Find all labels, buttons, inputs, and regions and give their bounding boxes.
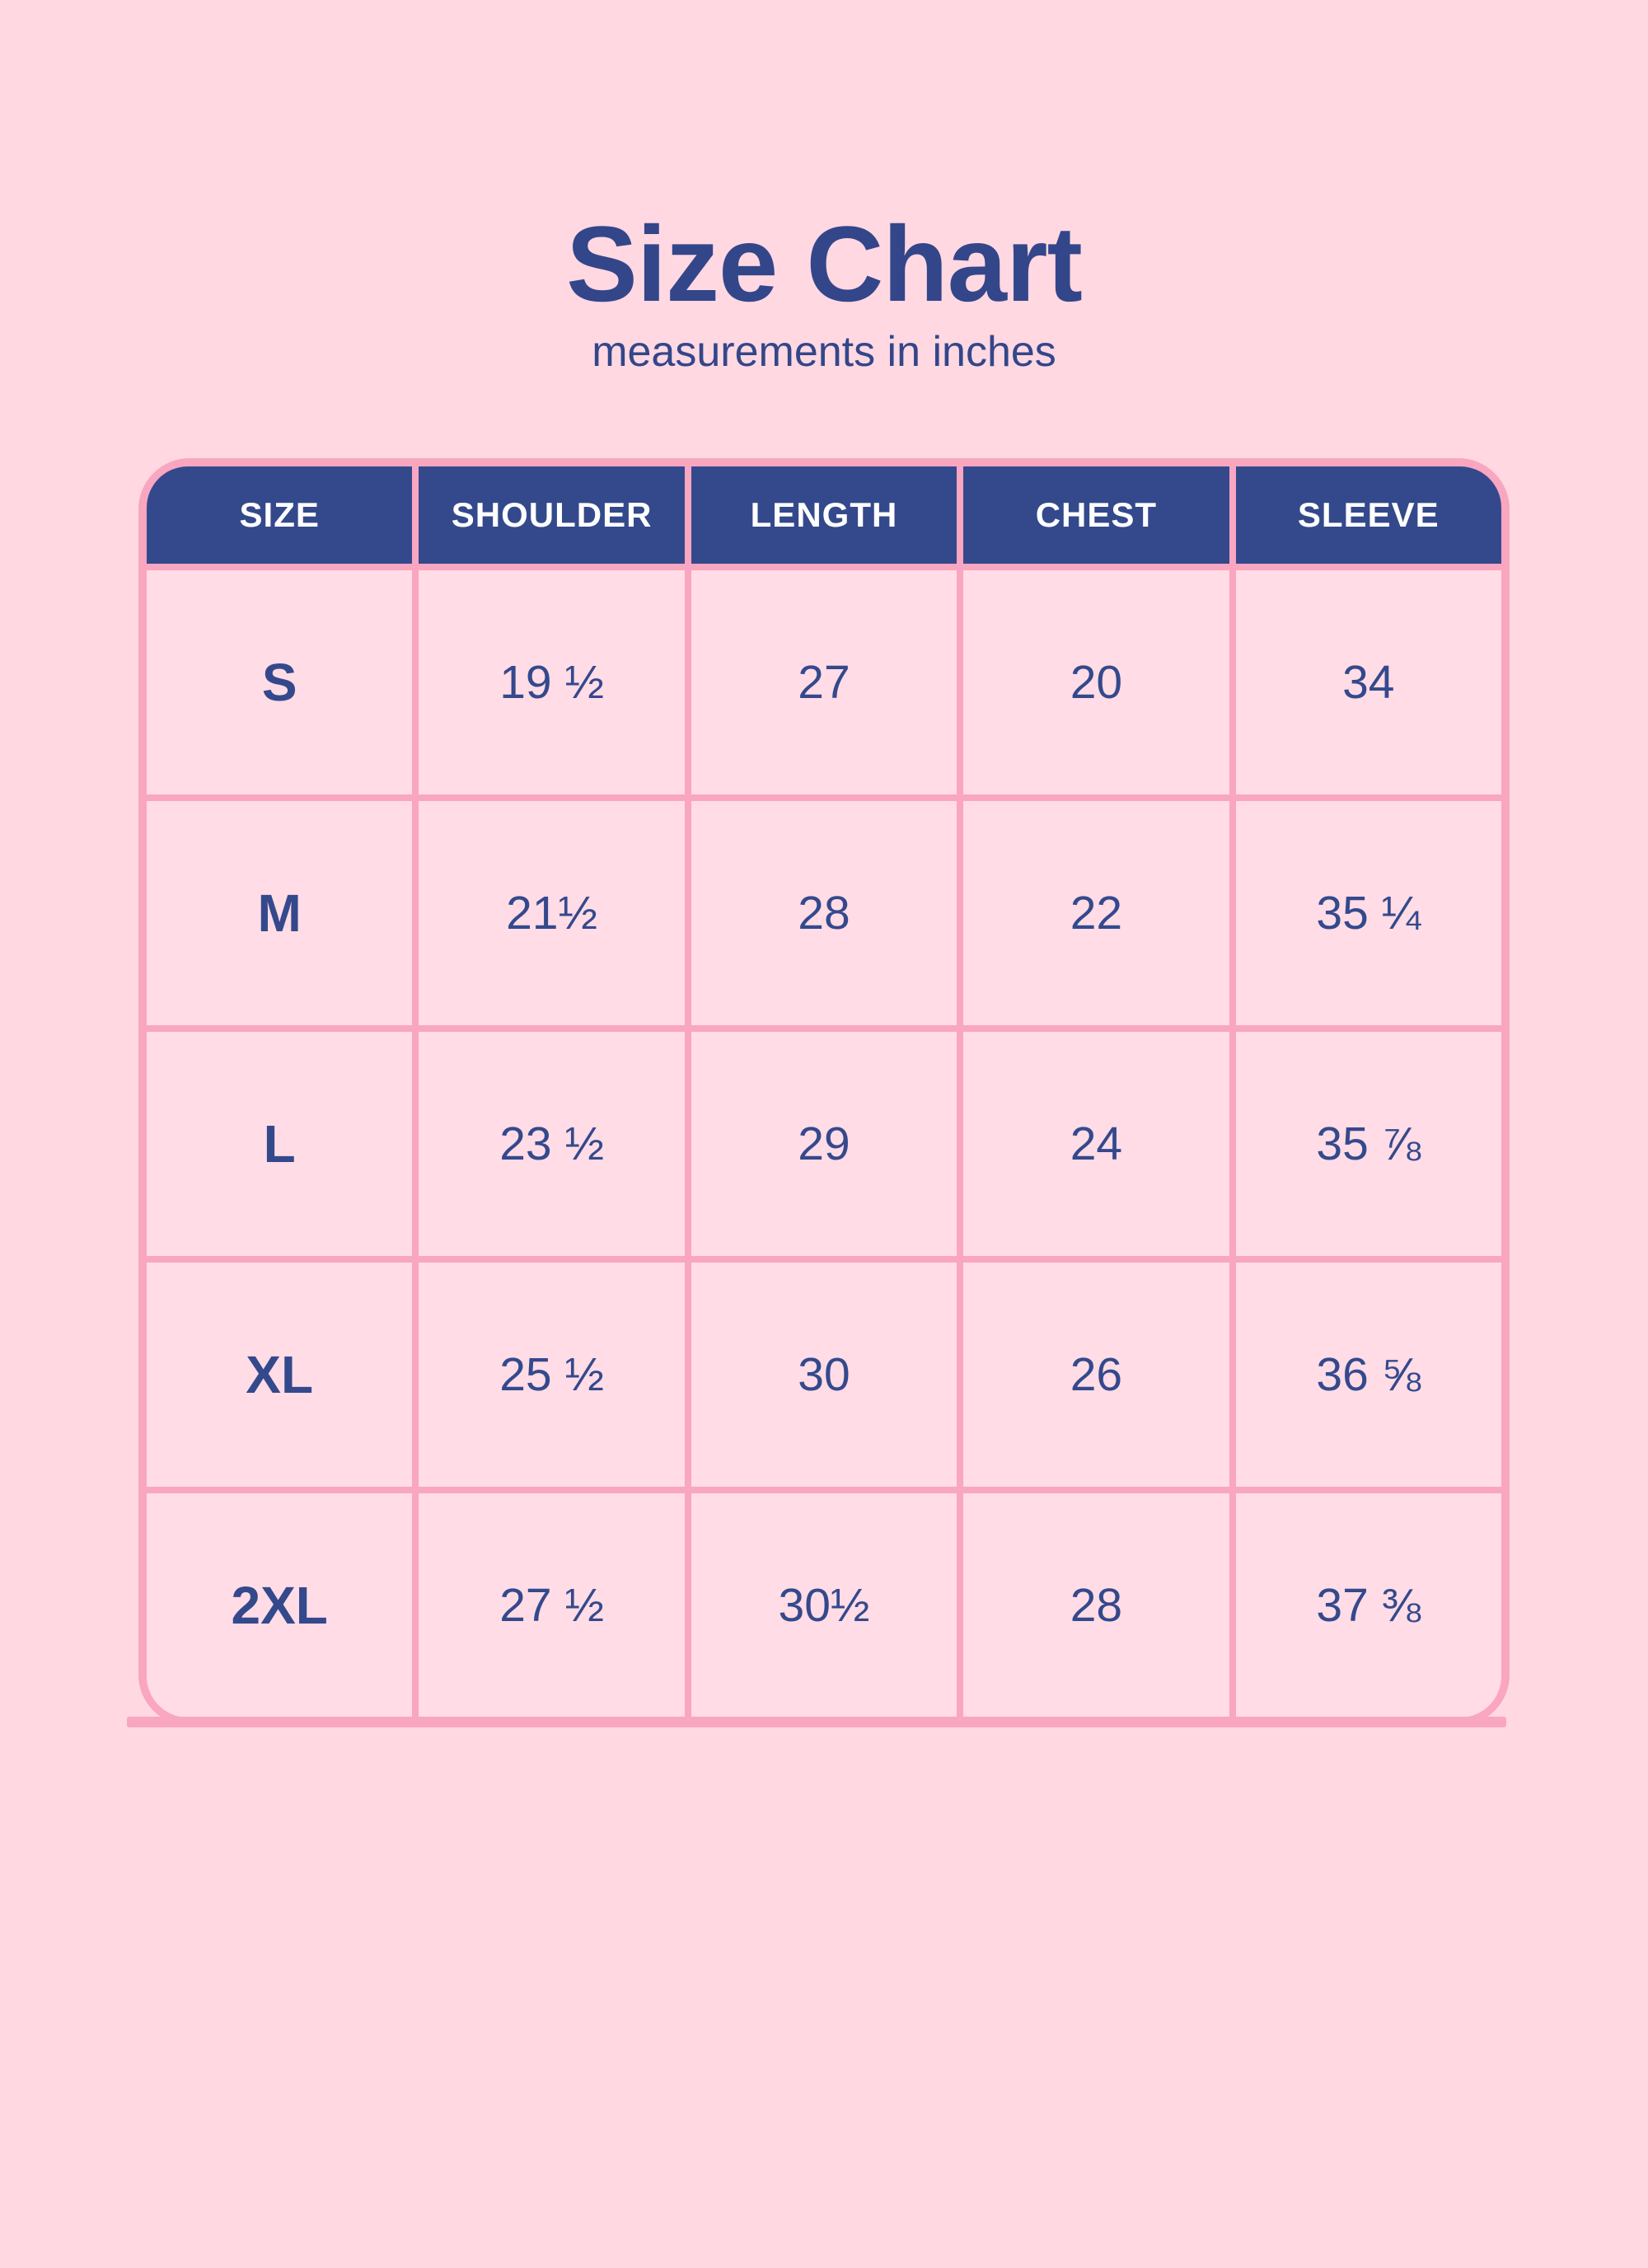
value-cell: 35 ¼: [1235, 800, 1501, 1025]
value-cell: 25 ½: [419, 1262, 685, 1487]
value-cell: 36 ⅝: [1235, 1262, 1501, 1487]
value-cell: 29: [691, 1031, 957, 1256]
value-cell: 30½: [691, 1492, 957, 1717]
value-cell: 28: [691, 800, 957, 1025]
value-cell: 20: [963, 569, 1229, 794]
header-cell-sleeve: SLEEVE: [1235, 466, 1501, 564]
value-cell: 22: [963, 800, 1229, 1025]
size-chart-table: SIZE SHOULDER LENGTH CHEST SLEEVE S 19 ½…: [127, 457, 1510, 1727]
value-cell: 21½: [419, 800, 685, 1025]
value-cell: 27 ½: [419, 1492, 685, 1717]
value-cell: 30: [691, 1262, 957, 1487]
size-cell: M: [147, 800, 413, 1025]
header-cell-length: LENGTH: [691, 466, 957, 564]
page-title: Size Chart: [566, 204, 1083, 324]
page-subtitle: measurements in inches: [592, 327, 1056, 376]
value-cell: 27: [691, 569, 957, 794]
value-cell: 23 ½: [419, 1031, 685, 1256]
size-cell: XL: [147, 1262, 413, 1487]
value-cell: 37 ⅜: [1235, 1492, 1501, 1717]
size-cell: L: [147, 1031, 413, 1256]
value-cell: 24: [963, 1031, 1229, 1256]
header-cell-size: SIZE: [147, 466, 413, 564]
value-cell: 19 ½: [419, 569, 685, 794]
value-cell: 34: [1235, 569, 1501, 794]
value-cell: 35 ⅞: [1235, 1031, 1501, 1256]
size-chart-grid: SIZE SHOULDER LENGTH CHEST SLEEVE S 19 ½…: [147, 466, 1501, 1717]
size-cell: 2XL: [147, 1492, 413, 1717]
header-cell-shoulder: SHOULDER: [419, 466, 685, 564]
value-cell: 26: [963, 1262, 1229, 1487]
value-cell: 28: [963, 1492, 1229, 1717]
header-cell-chest: CHEST: [963, 466, 1229, 564]
size-cell: S: [147, 569, 413, 794]
